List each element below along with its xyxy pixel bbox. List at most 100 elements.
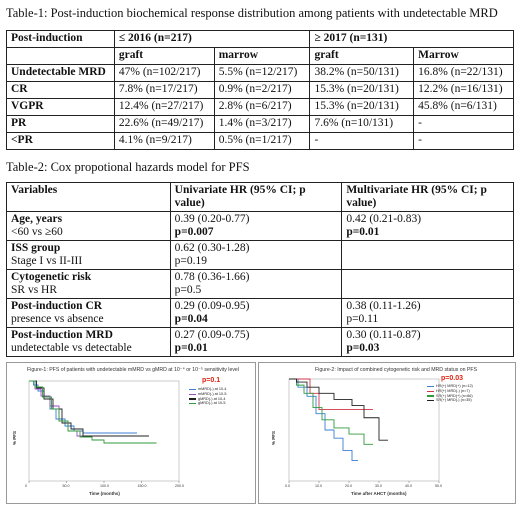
figure2-pvalue: p=0.03 bbox=[441, 375, 463, 382]
legend-item: HR(+) MRD(+) (n=12) bbox=[427, 384, 473, 389]
var: ISS group bbox=[11, 242, 61, 254]
variable-cell: ISS group Stage I vs II-III bbox=[6, 240, 171, 270]
figure1-km-plot: Figure-1: PFS of patients with undetecta… bbox=[6, 362, 256, 504]
sub: undetectable vs detectable bbox=[11, 342, 132, 354]
figure2-curves bbox=[288, 378, 440, 483]
uni-p: p=0.19 bbox=[174, 255, 208, 267]
table2-caption: Table-2: Cox propotional hazards model f… bbox=[6, 160, 250, 174]
uni-p: p=0.5 bbox=[174, 284, 202, 296]
sub: <60 vs ≥60 bbox=[11, 226, 63, 238]
x-tick-label: 100.0 bbox=[100, 484, 109, 488]
table-row: PR 22.6% (n=49/217) 1.4% (n=3/217) 7.6% (n… bbox=[6, 115, 514, 133]
var: Age, years bbox=[11, 213, 63, 225]
variable-cell: Age, years <60 vs ≥60 bbox=[6, 211, 171, 241]
figure2-xlabel: Time after AHCT (months) bbox=[351, 491, 407, 496]
survival-curve bbox=[289, 378, 388, 441]
legend-item: gMRD(-) at 10-4 bbox=[189, 397, 226, 402]
uni-p: p=0.04 bbox=[174, 313, 208, 325]
x-tick-label: 30.0 bbox=[375, 484, 382, 488]
header-univariate: Univariate HR (95% CI; p value) bbox=[169, 182, 343, 212]
table-row: CR 7.8% (n=17/217) 0.9% (n=2/217) 15.3% (n=… bbox=[6, 81, 514, 99]
survival-curve bbox=[29, 380, 137, 434]
survival-curve bbox=[29, 380, 157, 444]
table-cell: 1.4% (n=3/217) bbox=[213, 115, 311, 133]
multivariate-cell: 0.42 (0.21-0.83) p=0.01 bbox=[341, 211, 514, 241]
legend-swatch bbox=[189, 398, 196, 400]
response-distribution-table: Post-induction ≤ 2016 (n=217) ≥ 2017 (n=… bbox=[6, 30, 514, 150]
x-tick-label: 50.0 bbox=[62, 484, 70, 488]
x-tick-label: 10.0 bbox=[315, 484, 322, 488]
multi-p: p=0.03 bbox=[346, 342, 380, 354]
table-cell: 7.8% (n=17/217) bbox=[113, 81, 215, 99]
table-row: <PR 4.1% (n=9/217) 0.5% (n=1/217) - - bbox=[6, 132, 514, 150]
legend-swatch bbox=[189, 403, 196, 405]
multi-p: p=0.11 bbox=[346, 313, 379, 325]
figure2-legend: HR(+) MRD(+) (n=12) HR(+) MRD(-) (n=7) SR(… bbox=[427, 384, 473, 403]
variable-cell: Post-induction MRD undetectable vs detect… bbox=[6, 327, 171, 357]
table-row: Age, years <60 vs ≥60 0.39 (0.20-0.77) p=0.… bbox=[6, 211, 514, 241]
survival-curve bbox=[289, 378, 358, 462]
univariate-cell: 0.29 (0.09-0.95) p=0.04 bbox=[169, 298, 343, 328]
figure1-xlabel: Time (months) bbox=[89, 491, 120, 496]
table-cell: 16.8% (n=22/131) bbox=[413, 64, 514, 82]
x-tick-label: 20.0 bbox=[345, 484, 352, 488]
legend-item: SR(+) MRD(+) (n=66) bbox=[427, 394, 473, 399]
legend-item: HR(+) MRD(-) (n=7) bbox=[427, 389, 473, 394]
legend-label: gMRD(-) at 10-4 bbox=[198, 396, 226, 401]
table-cell: 38.2% (n=50/131) bbox=[309, 64, 415, 82]
header-marrow-2016: marrow bbox=[213, 47, 311, 65]
table-cell: 15.3% (n=20/131) bbox=[309, 81, 415, 99]
legend-swatch bbox=[427, 385, 434, 388]
legend-swatch bbox=[189, 393, 196, 395]
header-marrow-2017: Marrow bbox=[413, 47, 514, 65]
table-cell: 45.8% (n=6/131) bbox=[413, 98, 514, 116]
table-row: Post-induction MRD undetectable vs detect… bbox=[6, 327, 514, 357]
table-cell: 2.8% (n=6/217) bbox=[213, 98, 311, 116]
legend-swatch bbox=[189, 388, 196, 391]
table-cell: 22.6% (n=49/217) bbox=[113, 115, 215, 133]
x-tick-label: 0.0 bbox=[285, 484, 290, 488]
plot-area bbox=[28, 380, 180, 482]
multi-ci: 0.30 (0.11-0.87) bbox=[346, 329, 421, 341]
header-2016: ≤ 2016 (n=217) bbox=[113, 30, 311, 48]
table-row: Undetectable MRD 47% (n=102/217) 5.5% (n=1… bbox=[6, 64, 514, 82]
table-cell: 0.5% (n=1/217) bbox=[213, 132, 311, 150]
legend-swatch bbox=[427, 400, 434, 402]
uni-p: p=0.007 bbox=[174, 226, 214, 238]
x-tick-label: 0 bbox=[25, 484, 27, 488]
table-cell: 47% (n=102/217) bbox=[113, 64, 215, 82]
legend-swatch bbox=[427, 395, 434, 397]
legend-item: SR(+) MRD(-) (n=35) bbox=[427, 398, 473, 403]
uni-ci: 0.78 (0.36-1.66) bbox=[174, 271, 250, 283]
row-label: VGPR bbox=[6, 98, 115, 116]
multi-ci: 0.38 (0.11-1.26) bbox=[346, 300, 421, 312]
survival-curve bbox=[29, 380, 149, 437]
table-cell: - bbox=[309, 132, 415, 150]
table-cell: 0.9% (n=2/217) bbox=[213, 81, 311, 99]
uni-ci: 0.39 (0.20-0.77) bbox=[174, 213, 250, 225]
table-row: ISS group Stage I vs II-III 0.62 (0.30-1.2… bbox=[6, 240, 514, 270]
header-graft-2017: graft bbox=[309, 47, 415, 65]
table-cell: 12.4% (n=27/217) bbox=[113, 98, 215, 116]
row-label: CR bbox=[6, 81, 115, 99]
survival-curve bbox=[289, 378, 373, 411]
sub: presence vs absence bbox=[11, 313, 104, 325]
legend-item: mMRD(-) at 10-4 bbox=[189, 387, 226, 392]
row-label: Undetectable MRD bbox=[6, 64, 115, 82]
multivariate-cell bbox=[341, 269, 514, 299]
table-row: Post-induction CR presence vs absence 0.29… bbox=[6, 298, 514, 328]
figure2-title: Figure-2: Impact of combined cytogenetic… bbox=[315, 367, 478, 373]
figure1-legend: mMRD(-) at 10-4 mMRD(-) at 10-5 gMRD(-) at… bbox=[189, 387, 226, 406]
table-cell: 4.1% (n=9/217) bbox=[113, 132, 215, 150]
univariate-cell: 0.62 (0.30-1.28) p=0.19 bbox=[169, 240, 343, 270]
var: Post-induction MRD bbox=[11, 329, 113, 341]
x-tick-label: 40.0 bbox=[405, 484, 412, 488]
univariate-cell: 0.27 (0.09-0.75) p=0.01 bbox=[169, 327, 343, 357]
sub: Stage I vs II-III bbox=[11, 255, 83, 267]
header-2017: ≥ 2017 (n=131) bbox=[309, 30, 514, 48]
uni-ci: 0.29 (0.09-0.95) bbox=[174, 300, 250, 312]
univariate-cell: 0.78 (0.36-1.66) p=0.5 bbox=[169, 269, 343, 299]
variable-cell: Post-induction CR presence vs absence bbox=[6, 298, 171, 328]
table-row: Cytogenetic risk SR vs HR 0.78 (0.36-1.66)… bbox=[6, 269, 514, 299]
table-cell: - bbox=[413, 132, 514, 150]
